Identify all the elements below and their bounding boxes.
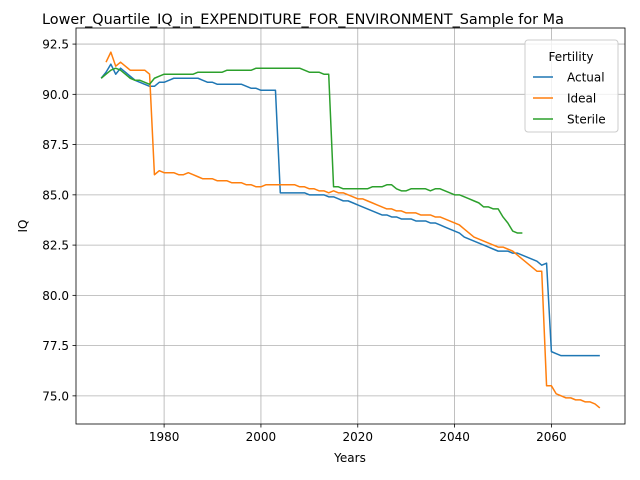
x-tick-label: 2060 [536,430,567,444]
plot-frame [75,27,626,425]
series-line-ideal [105,51,601,409]
y-tick-label: 85.0 [42,188,69,202]
grid-lines [76,28,625,424]
series-line-actual [100,63,600,357]
series-line-sterile [100,67,523,234]
y-tick-label: 92.5 [42,38,69,52]
x-tick-label: 2000 [246,430,277,444]
x-tick-label: 2040 [439,430,470,444]
legend-title: Fertility [548,50,593,64]
x-axis-label: Years [333,451,366,465]
y-tick-label: 77.5 [42,339,69,353]
y-tick-label: 82.5 [42,239,69,253]
y-axis-label: IQ [16,220,30,233]
legend-label-ideal: Ideal [567,92,596,106]
series-lines [100,51,601,409]
y-tick-label: 87.5 [42,138,69,152]
legend-box [524,39,619,133]
axis-ticks: 1980 2000 2020 2040 2060 75.0 77.5 80.0 82.5 85.0… [42,38,566,444]
legend-label-sterile: Sterile [567,113,606,127]
y-tick-label: 75.0 [42,389,69,403]
legend-label-actual: Actual [567,71,605,85]
legend: Fertility Actual Ideal Sterile [524,39,619,133]
chart-title: Lower_Quartile_IQ_in_EXPENDITURE_FOR_ENV… [42,12,564,28]
x-tick-label: 1980 [149,430,180,444]
y-tick-label: 80.0 [42,289,69,303]
x-tick-label: 2020 [342,430,373,444]
y-tick-label: 90.0 [42,88,69,102]
